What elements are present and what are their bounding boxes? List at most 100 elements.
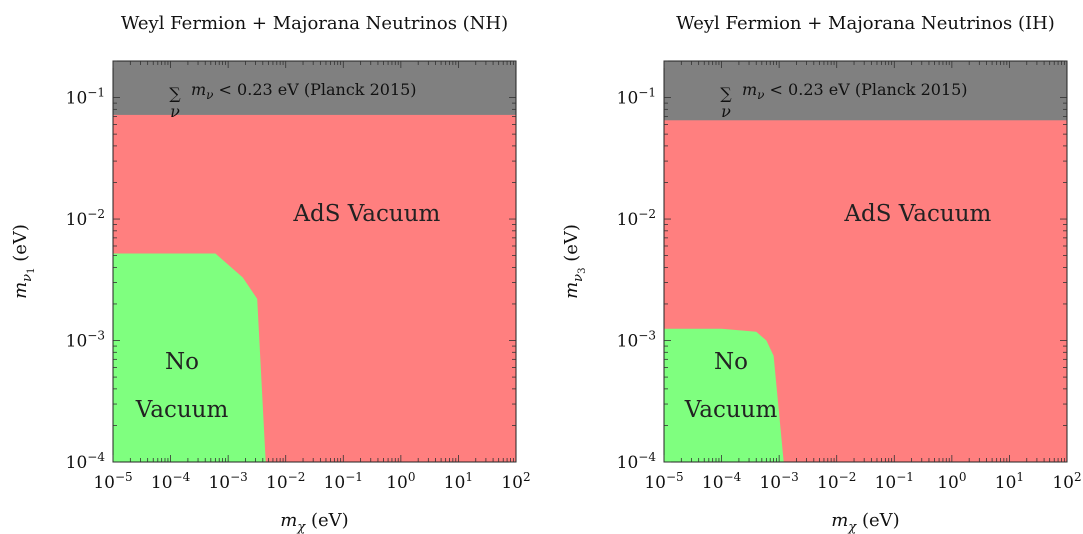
x-tick-label-exp: 2 bbox=[1074, 470, 1082, 484]
planck-excluded-region bbox=[113, 61, 516, 115]
y-tick-label-base: 10 bbox=[66, 89, 88, 109]
x-axis-label: mχ (eV) bbox=[280, 510, 348, 534]
x-tick-label: 10−5 bbox=[93, 470, 132, 493]
y-axis-label: mν1 (eV) bbox=[10, 224, 37, 299]
y-tick-label-exp: −2 bbox=[638, 207, 656, 221]
y-tick-label-exp: −3 bbox=[638, 329, 656, 343]
x-tick-label: 10−5 bbox=[644, 470, 683, 493]
y-tick-label-base: 10 bbox=[617, 332, 639, 352]
x-axis-label-var: m bbox=[280, 510, 297, 531]
x-tick-label-base: 10 bbox=[386, 473, 408, 493]
planck-annotation: mν < 0.23 eV (Planck 2015) bbox=[742, 80, 968, 102]
y-tick-label-exp: −3 bbox=[87, 329, 105, 343]
y-tick-label: 10−1 bbox=[617, 86, 656, 109]
plot-frame bbox=[112, 60, 517, 463]
x-tick-label: 101 bbox=[995, 470, 1024, 493]
x-tick-label-base: 10 bbox=[501, 473, 523, 493]
x-tick-label-exp: −2 bbox=[288, 470, 306, 484]
x-tick-label-exp: −1 bbox=[345, 470, 363, 484]
x-tick-label: 10−3 bbox=[759, 470, 798, 493]
x-tick-label-exp: −2 bbox=[839, 470, 857, 484]
y-tick-label-exp: −4 bbox=[87, 450, 105, 464]
x-axis-label-var: m bbox=[831, 510, 848, 531]
y-axis-label-sub: ν bbox=[571, 274, 586, 282]
x-axis-label-sub: χ bbox=[296, 520, 306, 534]
y-axis-label-subsub: 1 bbox=[26, 268, 37, 274]
x-axis-label: mχ (eV) bbox=[831, 510, 899, 534]
x-tick-label: 10−4 bbox=[702, 470, 742, 493]
ads-vacuum-label: AdS Vacuum bbox=[292, 201, 440, 227]
x-tick-label-exp: −1 bbox=[896, 470, 914, 484]
sum-symbol: ∑ bbox=[169, 84, 181, 103]
x-tick-label: 101 bbox=[444, 470, 473, 493]
x-tick-label-base: 10 bbox=[817, 473, 839, 493]
x-tick-label-base: 10 bbox=[324, 473, 346, 493]
y-tick-label: 10−4 bbox=[617, 450, 657, 473]
y-tick-label: 10−3 bbox=[66, 329, 105, 352]
y-axis-label-var: m bbox=[561, 282, 582, 299]
y-axis-label-sub: ν bbox=[20, 274, 35, 282]
tick-marks bbox=[112, 60, 516, 463]
y-tick-label-exp: −4 bbox=[638, 450, 656, 464]
y-axis-label: mν3 (eV) bbox=[561, 224, 588, 299]
x-tick-label: 10−1 bbox=[875, 470, 914, 493]
x-axis-label-unit: (eV) bbox=[856, 510, 899, 531]
y-axis-label-subsub: 3 bbox=[577, 268, 588, 274]
ann-rest: < 0.23 eV (Planck 2015) bbox=[213, 80, 416, 99]
chart-title: Weyl Fermion + Majorana Neutrinos (NH) bbox=[121, 13, 508, 34]
x-tick-label-base: 10 bbox=[444, 473, 466, 493]
no-vacuum-label-line: Vacuum bbox=[135, 397, 229, 423]
x-tick-label-exp: 1 bbox=[465, 470, 473, 484]
x-tick-label-base: 10 bbox=[644, 473, 666, 493]
x-tick-label-exp: −3 bbox=[781, 470, 799, 484]
y-tick-label-exp: −1 bbox=[87, 86, 105, 100]
y-tick-label: 10−4 bbox=[66, 450, 106, 473]
x-axis-label-unit: (eV) bbox=[305, 510, 348, 531]
x-tick-label-exp: −4 bbox=[173, 470, 191, 484]
chart-title: Weyl Fermion + Majorana Neutrinos (IH) bbox=[676, 13, 1055, 34]
x-tick-label: 100 bbox=[937, 470, 966, 493]
x-tick-label-base: 10 bbox=[937, 473, 959, 493]
y-tick-label-base: 10 bbox=[617, 210, 639, 230]
tick-marks bbox=[663, 60, 1067, 463]
y-axis-label-unit: (eV) bbox=[561, 224, 582, 267]
ann-rest: < 0.23 eV (Planck 2015) bbox=[764, 80, 967, 99]
y-axis-label-var: m bbox=[10, 282, 31, 299]
x-tick-label: 10−2 bbox=[266, 470, 305, 493]
panel-nh: 10−5 10−4 10−3 10−2 10−1 100 101 10210−410−310−… bbox=[10, 13, 531, 534]
x-tick-label-exp: −3 bbox=[230, 470, 248, 484]
x-tick-label-base: 10 bbox=[208, 473, 230, 493]
x-tick-label-base: 10 bbox=[995, 473, 1017, 493]
x-tick-label-exp: 1 bbox=[1016, 470, 1024, 484]
x-tick-label-exp: 0 bbox=[408, 470, 416, 484]
no-vacuum-label-line: No bbox=[165, 349, 199, 375]
x-tick-label: 102 bbox=[1052, 470, 1081, 493]
x-tick-label-base: 10 bbox=[702, 473, 724, 493]
sum-symbol: ∑ bbox=[720, 84, 732, 103]
y-tick-label: 10−3 bbox=[617, 329, 656, 352]
y-tick-label-base: 10 bbox=[66, 453, 88, 473]
no-vacuum-label-line: No bbox=[714, 349, 748, 375]
sum-index: ν bbox=[721, 102, 731, 121]
y-tick-label-base: 10 bbox=[66, 210, 88, 230]
ann-var: m bbox=[191, 80, 206, 99]
plot-frame bbox=[663, 60, 1068, 463]
x-tick-label-exp: −5 bbox=[666, 470, 684, 484]
x-tick-label-exp: 0 bbox=[959, 470, 967, 484]
x-tick-label: 100 bbox=[386, 470, 415, 493]
x-tick-label-base: 10 bbox=[151, 473, 173, 493]
x-tick-label-exp: −4 bbox=[724, 470, 742, 484]
x-tick-label: 102 bbox=[501, 470, 530, 493]
ann-sub: ν bbox=[206, 88, 213, 102]
ads-vacuum-label: AdS Vacuum bbox=[843, 201, 991, 227]
y-tick-label-base: 10 bbox=[66, 332, 88, 352]
y-axis-label-unit: (eV) bbox=[10, 224, 31, 267]
ann-var: m bbox=[742, 80, 757, 99]
y-tick-label: 10−1 bbox=[66, 86, 105, 109]
no-vacuum-region bbox=[113, 253, 266, 462]
x-tick-label-exp: −5 bbox=[115, 470, 133, 484]
x-tick-label-base: 10 bbox=[875, 473, 897, 493]
y-tick-label-base: 10 bbox=[617, 453, 639, 473]
x-axis-label-sub: χ bbox=[847, 520, 857, 534]
